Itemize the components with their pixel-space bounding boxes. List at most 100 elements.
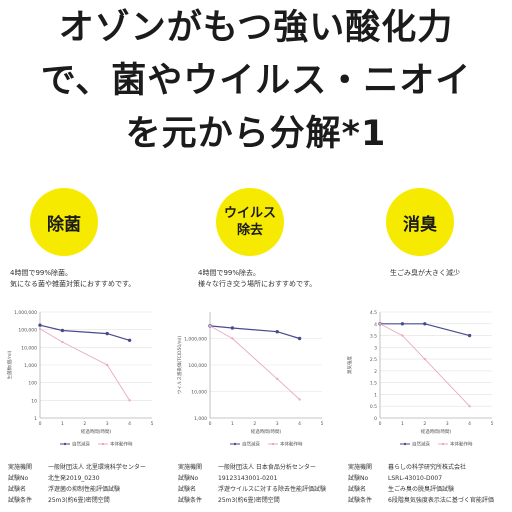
y-tick-label: 1 (34, 416, 37, 422)
data-point (230, 326, 235, 330)
y-tick-label: 1 (374, 392, 377, 398)
data-point (231, 337, 234, 340)
x-tick-label: 3 (446, 421, 449, 427)
info-key: 試験名 (348, 486, 367, 493)
data-point (60, 328, 65, 333)
panel-description: 4時間で99%除菌。 気になる菌や雑菌対策におすすめです。 (10, 268, 135, 290)
legend-marker (271, 442, 275, 446)
y-axis-label: ウイルス感染価(TCID50/ml) (176, 336, 183, 395)
description-line-1: 4時間で99%除菌。 (10, 269, 73, 277)
series-line (380, 323, 470, 337)
x-axis-label: 経過時間(時間) (251, 428, 282, 435)
legend-label: 本体動作時 (450, 441, 473, 448)
deodorization-panel: 消臭 生ごみ臭が大きく減少 0 0.5 1 1.5 2 2.5 3 3.5 4 4.5 0 1 2 3 4 5… (342, 188, 512, 512)
x-tick-label: 3 (106, 421, 109, 427)
info-value: 一般財団法人 日本食品分析センター (218, 464, 316, 471)
y-tick-label: 1.5 (370, 381, 377, 387)
x-tick-label: 2 (423, 421, 426, 427)
data-point (297, 336, 302, 341)
data-point (38, 327, 42, 331)
y-tick-label: 4.5 (370, 310, 377, 316)
info-row: 実施機関 暮らしの科学研究所株式会社 (348, 462, 510, 473)
info-value: 生ごみ臭の脱臭評価試験 (388, 486, 455, 493)
data-point (208, 324, 212, 328)
description-line-2: 気になる菌や雑菌対策におすすめです。 (10, 280, 136, 288)
info-value: 浮遊菌の抑制性能評価試験 (48, 486, 121, 493)
description-line-1: 生ごみ臭が大きく減少 (390, 269, 460, 277)
data-point (105, 331, 109, 336)
y-tick-label: 100 (28, 381, 37, 387)
headline-line-1: オゾンがもつ強い酸化力 (58, 8, 454, 48)
info-row: 試験条件 25m3(約6畳)密閉空間 (8, 495, 170, 506)
x-tick-label: 5 (151, 421, 154, 427)
data-point (378, 322, 382, 325)
virus-removal-badge: ウイルス 除去 (216, 188, 284, 256)
y-tick-label: 2.5 (370, 357, 377, 363)
info-row: 試験No 北生発2019_0230 (8, 473, 170, 484)
info-key: 試験条件 (348, 497, 373, 504)
headline: オゾンがもつ強い酸化力 で、菌やウイルス・ニオイ を元から分解*1 (0, 2, 512, 161)
y-tick-label: 3.5 (370, 334, 377, 340)
y-tick-label: 100,000 (18, 328, 37, 334)
legend-marker (101, 442, 105, 446)
data-point (61, 340, 64, 344)
series-line (379, 323, 470, 407)
sterilization-panel: 除菌 4時間で99%除菌。 気になる菌や雑菌対策におすすめです。 1 10 100 1… (2, 188, 172, 512)
data-point (275, 330, 279, 334)
y-tick-label: 3 (374, 345, 377, 351)
y-tick-label: 1,000 (194, 416, 207, 422)
test-info: 実施機関 一般財団法人 日本食品分析センター 試験No 19123143001-02… (178, 462, 340, 506)
test-info: 実施機関 一般財団法人 北里環境科学センター 試験No 北生発2019_0230 試… (8, 462, 170, 506)
test-info: 実施機関 暮らしの科学研究所株式会社 試験No LSRL-43010-D007 試験… (348, 462, 510, 506)
badge-label: 消臭 (403, 214, 437, 235)
y-tick-label: 100,000 (188, 363, 207, 369)
info-key: 試験名 (8, 486, 27, 493)
info-key: 試験No (348, 475, 369, 482)
y-tick-label: 4 (374, 322, 377, 328)
info-value: 25m3(約6畳)密閉空間 (48, 497, 110, 504)
legend-marker (403, 442, 407, 446)
headline-line-3: を元から分解*1 (125, 114, 387, 154)
description-line-2: 様々な行き交う場所におすすめです。 (198, 280, 317, 288)
data-point (127, 338, 132, 343)
info-row: 試験No LSRL-43010-D007 (348, 473, 510, 484)
info-row: 実施機関 一般財団法人 日本食品分析センター (178, 462, 340, 473)
data-point (467, 333, 472, 338)
x-tick-label: 2 (253, 421, 256, 427)
panel-description: 生ごみ臭が大きく減少 (390, 268, 460, 279)
data-point (106, 363, 109, 367)
y-tick-label: 1,000,000 (184, 337, 207, 343)
data-point (423, 322, 427, 326)
data-point (400, 322, 405, 326)
sterilization-badge: 除菌 (30, 188, 98, 256)
badge-label-line-2: 除去 (236, 223, 263, 238)
series-line (209, 325, 300, 340)
x-tick-label: 0 (39, 421, 42, 427)
info-row: 試験名 浮遊菌の抑制性能評価試験 (8, 484, 170, 495)
info-value: LSRL-43010-D007 (388, 475, 443, 482)
info-key: 試験No (8, 475, 29, 482)
headline-line-2: で、菌やウイルス・ニオイ (40, 61, 472, 101)
info-value: 19123143001-0201 (218, 475, 278, 482)
panel-description: 4時間で99%除去。 様々な行き交う場所におすすめです。 (198, 268, 316, 290)
legend-marker (63, 442, 67, 446)
data-point (276, 377, 279, 381)
y-tick-label: 1,000,000 (14, 310, 37, 316)
info-value: 6段階臭気強度表示法に基づく官能評価 (388, 497, 494, 504)
info-key: 実施機関 (348, 464, 373, 471)
y-tick-label: 1,000 (24, 363, 37, 369)
legend-label: 自然減衰 (242, 441, 260, 448)
y-tick-label: 2 (374, 369, 377, 375)
info-row: 試験条件 25m3(約6畳)密閉空間 (178, 495, 340, 506)
info-value: 25m3(約6畳)密閉空間 (218, 497, 280, 504)
x-tick-label: 1 (231, 421, 234, 427)
description-line-1: 4時間で99%除去。 (198, 269, 261, 277)
legend-label: 本体動作時 (110, 441, 133, 448)
virus-removal-panel: ウイルス 除去 4時間で99%除去。 様々な行き交う場所におすすめです。 1,0… (172, 188, 342, 512)
legend-label: 自然減衰 (72, 441, 90, 448)
info-key: 実施機関 (178, 464, 203, 471)
x-tick-label: 4 (298, 421, 301, 427)
x-tick-label: 3 (276, 421, 279, 427)
y-tick-label: 10,000 (21, 345, 37, 351)
data-point (401, 334, 404, 337)
